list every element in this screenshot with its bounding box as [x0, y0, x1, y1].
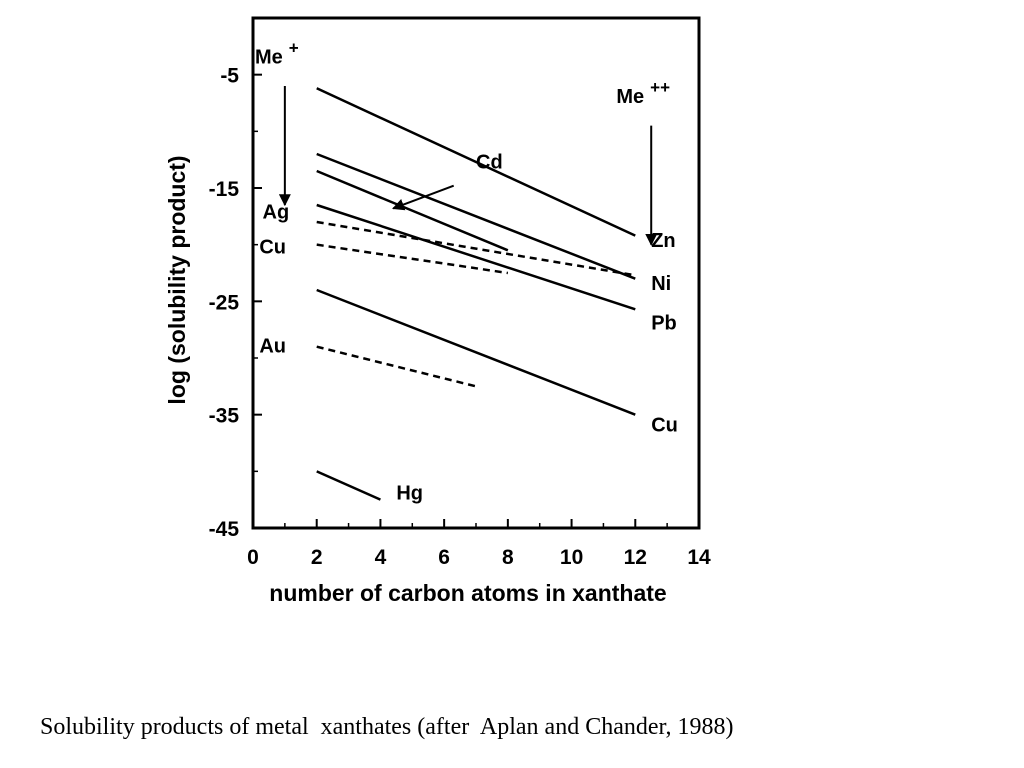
x-tick-label: 2	[311, 546, 323, 569]
series-label-cd: Cd	[476, 152, 503, 174]
x-tick-label: 10	[560, 546, 583, 569]
series-label-arrow-cd	[392, 184, 455, 211]
x-tick-label: 8	[502, 546, 514, 569]
series-line-pb	[316, 203, 636, 311]
series-label-cu: Cu	[259, 237, 286, 259]
y-tick-label: -45	[209, 518, 240, 541]
y-tick-label: -25	[209, 291, 240, 314]
series-line-cu	[316, 288, 636, 416]
x-tick-label: 6	[438, 546, 450, 569]
x-tick-label: 0	[247, 546, 259, 569]
group-label-superscript: +	[289, 38, 299, 57]
y-tick-label: -5	[220, 65, 239, 88]
series-line-ni	[316, 152, 636, 280]
x-tick-label: 4	[375, 546, 387, 569]
chart: 0 2 4 6 8 10 12 14 -5 -15 -25 -35 -45 number of car…	[164, 16, 711, 606]
series-label-ni: Ni	[651, 273, 671, 295]
series-line-zn	[316, 87, 636, 237]
x-tick-label: 14	[687, 546, 711, 569]
series-label-au: Au	[259, 335, 286, 357]
series-label-cu: Cu	[651, 415, 678, 437]
series-lines	[316, 87, 636, 501]
y-tick-label: -15	[209, 178, 240, 201]
series-line-au	[316, 345, 477, 388]
y-axis-ticks: -5 -15 -25 -35 -45	[209, 17, 262, 541]
x-axis-ticks: 0 2 4 6 8 10 12 14	[247, 519, 711, 569]
series-line-cd	[316, 169, 509, 252]
group-label-me2: Me ++	[616, 78, 670, 108]
y-axis-label: log (solubility product)	[164, 155, 190, 404]
series-line-hg	[316, 470, 381, 501]
x-tick-label: 12	[624, 546, 647, 569]
group-label-superscript: ++	[650, 78, 670, 97]
y-tick-label: -35	[209, 405, 240, 428]
series-label-zn: Zn	[651, 230, 675, 252]
group-label-me1: Me +	[255, 38, 299, 68]
series-label-hg: Hg	[396, 483, 423, 505]
series-line-ag	[316, 220, 636, 277]
series-label-pb: Pb	[651, 313, 677, 335]
x-axis-label: number of carbon atoms in xanthate	[269, 580, 666, 606]
series-line-cu	[316, 243, 509, 275]
series-label-ag: Ag	[263, 202, 290, 224]
figure-caption: Solubility products of metal xanthates (…	[40, 714, 734, 740]
